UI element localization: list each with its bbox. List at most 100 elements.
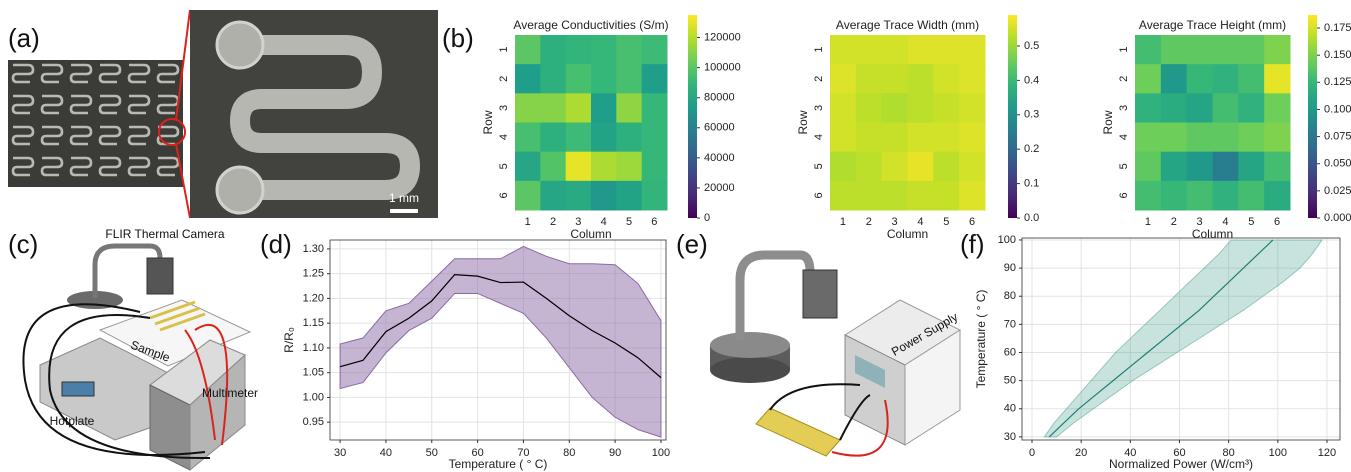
heatmap-cell [641, 151, 668, 182]
heatmap-cell [540, 180, 567, 211]
heatmap-cell [959, 64, 986, 94]
heatmap-cell [959, 122, 986, 153]
heatmap-cell [540, 151, 567, 182]
heatmap-cell [616, 35, 643, 65]
colorbar-tick-label: 0.5 [1024, 40, 1039, 52]
illustration-label: Multimeter [202, 386, 258, 400]
x-tick-label: 60 [1173, 447, 1185, 459]
x-tick-label: 40 [1124, 447, 1136, 459]
y-tick-label: 1.05 [303, 367, 324, 379]
heatmap-cell [515, 122, 541, 153]
chart-title: Average Trace Height (mm) [1139, 18, 1286, 32]
x-tick-label: 120 [1318, 447, 1336, 459]
y-axis-label: Temperature ( ° C) [974, 290, 988, 389]
heatmap-cell [855, 180, 883, 211]
heatmap-cell [1212, 122, 1239, 153]
heatmap-cell [591, 35, 617, 65]
heatmap-cell [830, 180, 857, 211]
heatmap-cell [540, 35, 567, 65]
y-tick-label: 3 [1118, 105, 1130, 111]
heatmap-cell [641, 64, 668, 94]
y-tick-label: 3 [498, 105, 510, 111]
heatmap-cell [1212, 93, 1239, 123]
heatmap-cell [565, 180, 592, 211]
x-tick-label: 6 [651, 216, 657, 228]
y-axis-label: Row [1101, 110, 1115, 134]
heatmap-cell [855, 35, 883, 65]
heatmap-cell [933, 151, 960, 182]
heatmap-cell [591, 180, 617, 211]
heatmap-cell [540, 122, 567, 153]
x-tick-label: 5 [626, 216, 632, 228]
heatmap-cell [616, 93, 643, 123]
heatmap-cell [959, 180, 986, 211]
heatmap-cell [1238, 122, 1265, 153]
y-axis-label: R/R₀ [282, 327, 296, 353]
hotplate-setup: FLIR Thermal Camera Sample Multimeter Ho… [22, 227, 258, 472]
heatmap-cell [1186, 64, 1213, 94]
colorbar-tick-label: 40000 [704, 152, 735, 164]
heatmap-cell [1135, 151, 1162, 182]
y-tick-label: 90 [1004, 262, 1016, 274]
heatmap-cell [540, 64, 567, 94]
colorbar-tick-label: 0.0 [1024, 212, 1039, 224]
heatmap-cell [855, 64, 883, 94]
colorbar-tick-label: 0.150 [1324, 49, 1351, 61]
x-tick-label: 100 [652, 447, 670, 459]
heatmap-cell [830, 35, 857, 65]
panel-label: (d) [260, 229, 292, 259]
scale-bar-label: 1 mm [389, 191, 419, 205]
x-tick-label: 30 [334, 447, 346, 459]
colorbar-tick-label: 120000 [704, 31, 741, 43]
y-tick-label: 6 [813, 192, 825, 198]
heatmap-cell [959, 35, 986, 65]
colorbar-tick-label: 0.125 [1324, 76, 1351, 88]
heatmap-cell [1160, 180, 1188, 211]
heatmap-cell [565, 122, 592, 153]
y-axis-label: Row [796, 110, 810, 134]
heatmap-cell [830, 151, 857, 182]
heatmap-cell [1264, 64, 1291, 94]
heatmap-cell [1238, 180, 1265, 211]
x-axis-label: Temperature ( ° C) [449, 457, 548, 471]
colorbar-tick-label: 20000 [704, 182, 735, 194]
heatmap-cell [1264, 35, 1291, 65]
y-tick-label: 70 [1004, 318, 1016, 330]
heatmap-cell [1212, 180, 1239, 211]
y-tick-label: 1.30 [303, 243, 324, 255]
heatmap-cell [1212, 35, 1239, 65]
y-tick-label: 2 [813, 76, 825, 82]
heatmap-cell [881, 64, 908, 94]
x-tick-label: 80 [563, 447, 575, 459]
heatmap-cell [591, 122, 617, 153]
heatmap-cell [881, 122, 908, 153]
x-tick-label: 3 [892, 216, 898, 228]
y-tick-label: 1 [1118, 47, 1130, 53]
line [339, 274, 662, 379]
zoom-circle [158, 118, 186, 146]
heatmap-cell [1212, 151, 1239, 182]
y-tick-label: 5 [813, 163, 825, 169]
sample-photo [8, 60, 183, 187]
heatmap-cell [591, 151, 617, 182]
y-tick-label: 50 [1004, 375, 1016, 387]
y-tick-label: 2 [498, 76, 510, 82]
axes-frame [329, 239, 667, 441]
heatmap-cell [907, 93, 934, 123]
heatmap-cell [515, 180, 541, 211]
y-tick-label: 0.95 [303, 416, 324, 428]
heatmap-cell [959, 93, 986, 123]
heatmap-cell [1212, 64, 1239, 94]
heatmap-cell [641, 122, 668, 153]
heatmap-cell [1135, 64, 1162, 94]
heatmap-cell [907, 35, 934, 65]
line [1048, 239, 1274, 438]
y-tick-label: 1.00 [303, 391, 324, 403]
colorbar-tick-label: 0.075 [1324, 130, 1351, 142]
colorbar-tick-label: 0.3 [1024, 109, 1039, 121]
heatmap-cell [1186, 93, 1213, 123]
y-tick-label: 1.20 [303, 292, 324, 304]
x-tick-label: 50 [426, 447, 438, 459]
x-tick-label: 40 [380, 447, 392, 459]
y-tick-label: 4 [813, 134, 825, 140]
